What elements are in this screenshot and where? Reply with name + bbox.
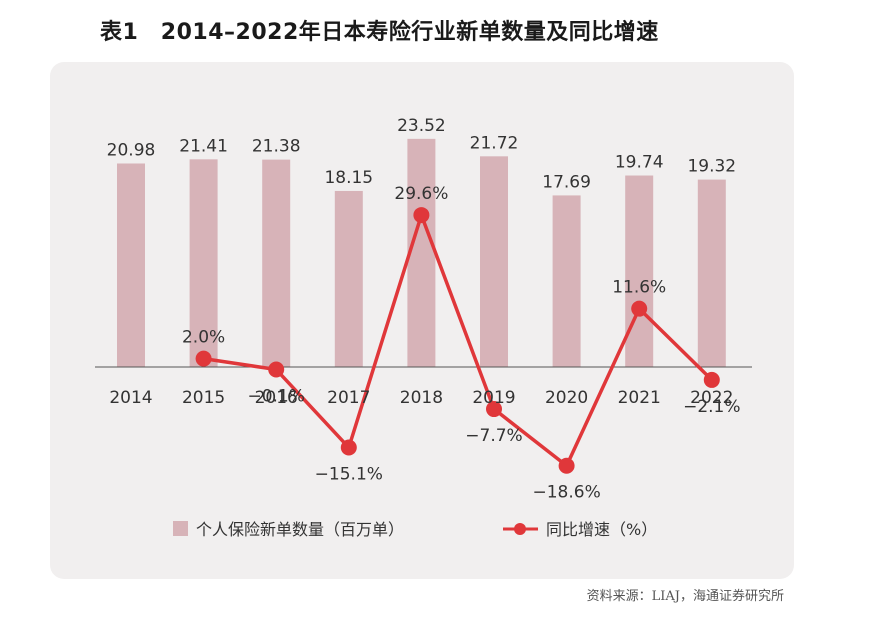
legend-line-label: 同比增速（%） xyxy=(546,520,657,539)
bar-value-label: 19.32 xyxy=(687,157,736,177)
bar-2019 xyxy=(480,156,508,367)
bar-2015 xyxy=(189,159,218,367)
bar-2022 xyxy=(697,179,726,367)
bar-2017 xyxy=(334,190,363,367)
legend-bar-label: 个人保险新单数量（百万单） xyxy=(196,520,404,539)
bar-value-label: 21.38 xyxy=(252,137,301,157)
legend-line-marker xyxy=(514,523,526,535)
growth-point xyxy=(631,300,648,317)
bar-value-label: 18.15 xyxy=(324,168,373,188)
x-tick-label: 2015 xyxy=(182,388,225,408)
growth-value-label: 29.6% xyxy=(394,184,448,204)
bar-2020 xyxy=(552,195,581,367)
x-tick-label: 2021 xyxy=(618,388,661,408)
x-tick-label: 2017 xyxy=(327,388,370,408)
growth-value-label: −15.1% xyxy=(315,465,383,485)
growth-value-label: −18.6% xyxy=(532,483,600,503)
growth-point xyxy=(268,361,285,378)
x-tick-label: 2014 xyxy=(109,388,152,408)
growth-value-label: 2.0% xyxy=(182,328,225,348)
legend-bar-swatch xyxy=(173,521,188,536)
growth-point xyxy=(195,350,212,367)
bar-2016 xyxy=(262,159,291,367)
bar-2014 xyxy=(117,163,145,367)
source-note: 资料来源：LIAJ，海通证券研究所 xyxy=(586,589,784,604)
bar-value-label: 21.41 xyxy=(179,136,228,156)
growth-line xyxy=(203,213,714,468)
bar-value-label: 17.69 xyxy=(542,172,591,192)
x-tick-label: 2016 xyxy=(255,388,298,408)
growth-point xyxy=(413,207,430,224)
growth-value-label: 11.6% xyxy=(612,278,666,298)
bar-2018 xyxy=(407,138,436,367)
x-tick-label: 2018 xyxy=(400,388,443,408)
bar-value-label: 19.74 xyxy=(615,153,664,173)
growth-point xyxy=(558,457,575,474)
chart-title: 表1 2014–2022年日本寿险行业新单数量及同比增速 xyxy=(100,20,659,45)
bar-value-label: 23.52 xyxy=(397,116,446,136)
growth-point xyxy=(340,439,357,456)
growth-point xyxy=(703,371,720,388)
growth-value-label: −0.1% xyxy=(247,387,304,407)
x-tick-label: 2022 xyxy=(690,388,733,408)
bar-2021 xyxy=(625,175,654,367)
x-tick-label: 2019 xyxy=(472,388,515,408)
bar-value-label: 20.98 xyxy=(107,140,156,160)
x-tick-label: 2020 xyxy=(545,388,588,408)
bar-value-label: 21.72 xyxy=(470,133,519,153)
growth-value-label: −7.7% xyxy=(465,426,522,446)
growth-value-label: −2.1% xyxy=(683,397,740,417)
growth-point xyxy=(486,401,502,418)
